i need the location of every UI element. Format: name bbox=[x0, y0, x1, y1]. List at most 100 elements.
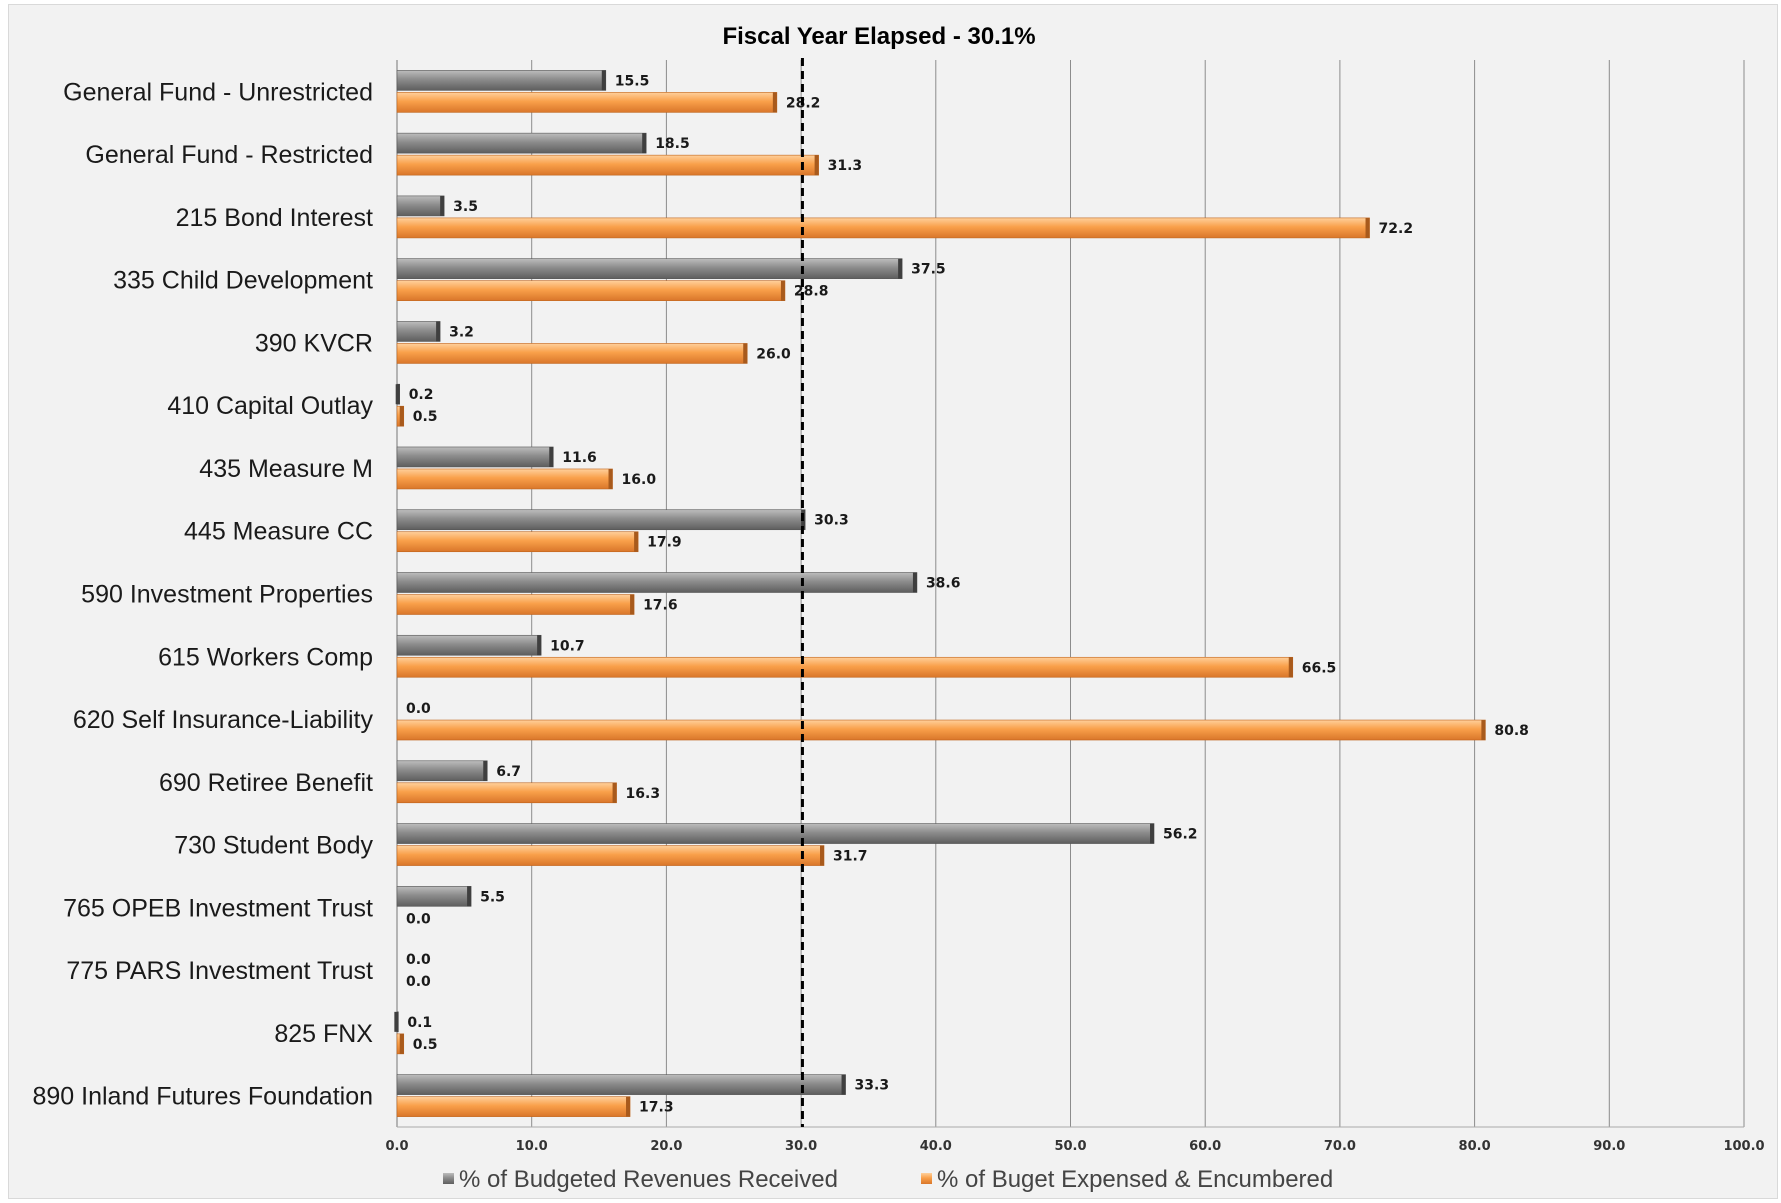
bar-cap-expensed bbox=[399, 406, 404, 427]
bar-revenues bbox=[396, 1074, 846, 1095]
category-label: 435 Measure M bbox=[199, 455, 373, 483]
data-label-revenues: 6.7 bbox=[496, 764, 521, 780]
bar-revenues bbox=[396, 70, 607, 91]
category-labels: General Fund - Unrestricted General Fund … bbox=[32, 78, 373, 1110]
bar-cap-revenues bbox=[440, 195, 445, 216]
data-label-revenues: 0.2 bbox=[409, 387, 434, 403]
bar-cap-revenues bbox=[483, 760, 488, 781]
data-label-expensed: 31.3 bbox=[828, 158, 863, 174]
bar-revenues bbox=[396, 195, 445, 217]
bar-cap-revenues bbox=[394, 1011, 399, 1032]
data-label-revenues: 15.5 bbox=[615, 73, 650, 89]
category-label: General Fund - Restricted bbox=[85, 141, 373, 169]
bar-cap-expensed bbox=[634, 531, 639, 552]
bar-expensed bbox=[396, 154, 819, 176]
bar-revenues bbox=[396, 634, 542, 656]
legend: % of Budgeted Revenues Received % of Bug… bbox=[443, 1166, 1333, 1193]
category-label: 590 Investment Properties bbox=[81, 581, 373, 609]
x-tick-label: 50.0 bbox=[1054, 1139, 1086, 1154]
chart-title: Fiscal Year Elapsed - 30.1% bbox=[722, 23, 1035, 50]
x-tick-label: 90.0 bbox=[1593, 1139, 1625, 1154]
bar-expensed bbox=[396, 719, 1486, 741]
category-label: 620 Self Insurance-Liability bbox=[73, 706, 374, 734]
data-label-revenues: 18.5 bbox=[655, 136, 690, 152]
bar-revenues bbox=[396, 886, 472, 907]
bar-expensed bbox=[396, 782, 617, 804]
x-tick-label: 70.0 bbox=[1324, 1139, 1356, 1154]
bar-revenues bbox=[396, 572, 918, 593]
category-label: 410 Capital Outlay bbox=[167, 392, 373, 420]
bar-cap-revenues bbox=[1150, 823, 1155, 844]
bar-expensed bbox=[396, 92, 778, 113]
data-label-expensed: 31.7 bbox=[833, 849, 868, 865]
bar-expensed bbox=[396, 594, 635, 615]
data-label-expensed: 16.3 bbox=[626, 786, 661, 802]
data-label-revenues: 30.3 bbox=[814, 513, 849, 529]
bar-expensed bbox=[396, 217, 1370, 239]
bar-cap-revenues bbox=[601, 70, 606, 91]
bar-cap-revenues bbox=[549, 446, 554, 467]
data-label-revenues: 0.1 bbox=[407, 1015, 432, 1031]
bar-expensed bbox=[396, 280, 786, 301]
bar-cap-expensed bbox=[630, 594, 635, 615]
data-label-expensed: 17.9 bbox=[647, 535, 682, 551]
data-label-expensed: 66.5 bbox=[1302, 660, 1337, 676]
bar-cap-expensed bbox=[780, 280, 785, 301]
bar-revenues bbox=[396, 321, 441, 342]
bar-revenues bbox=[396, 823, 1155, 844]
x-tick-label: 20.0 bbox=[650, 1139, 682, 1154]
x-axis-ticks: 0.0 10.0 20.0 30.0 40.0 50.0 60.0 70.0 80.0 90.0 1… bbox=[385, 1139, 1764, 1154]
bar-cap-revenues bbox=[912, 572, 917, 593]
data-label-expensed: 26.0 bbox=[756, 346, 791, 362]
x-tick-label: 60.0 bbox=[1189, 1139, 1221, 1154]
data-label-revenues: 37.5 bbox=[911, 262, 946, 278]
category-label: 445 Measure CC bbox=[184, 518, 373, 546]
category-label: General Fund - Unrestricted bbox=[63, 78, 373, 106]
x-tick-label: 30.0 bbox=[785, 1139, 817, 1154]
data-label-revenues: 38.6 bbox=[926, 576, 961, 592]
bar-cap-revenues bbox=[642, 133, 647, 154]
data-label-expensed: 28.8 bbox=[794, 284, 829, 300]
bar-cap-expensed bbox=[772, 92, 777, 113]
data-label-revenues: 5.5 bbox=[480, 889, 505, 905]
bar-expensed bbox=[396, 468, 613, 490]
category-label: 335 Child Development bbox=[113, 267, 373, 295]
bar-revenues bbox=[396, 760, 488, 782]
data-label-expensed: 0.5 bbox=[413, 1037, 438, 1053]
bars bbox=[394, 70, 1486, 1117]
category-label: 775 PARS Investment Trust bbox=[66, 957, 373, 985]
data-label-expensed: 16.0 bbox=[622, 472, 657, 488]
data-label-revenues: 10.7 bbox=[550, 638, 585, 654]
data-label-expensed: 80.8 bbox=[1494, 723, 1529, 739]
bar-cap-expensed bbox=[1365, 217, 1370, 238]
data-label-revenues: 33.3 bbox=[855, 1078, 890, 1094]
category-label: 765 OPEB Investment Trust bbox=[63, 894, 373, 922]
bar-cap-expensed bbox=[1288, 657, 1293, 678]
x-tick-label: 40.0 bbox=[920, 1139, 952, 1154]
bar-cap-revenues bbox=[537, 635, 542, 656]
bar-cap-revenues bbox=[898, 258, 903, 279]
category-label: 215 Bond Interest bbox=[176, 204, 373, 232]
data-label-revenues: 3.5 bbox=[453, 199, 478, 215]
bar-cap-expensed bbox=[1481, 720, 1486, 741]
legend-label-revenues: % of Budgeted Revenues Received bbox=[459, 1166, 838, 1193]
legend-swatch-revenues bbox=[443, 1173, 454, 1184]
data-label-revenues: 11.6 bbox=[562, 450, 597, 466]
data-label-expensed: 0.0 bbox=[406, 911, 431, 927]
x-tick-label: 80.0 bbox=[1459, 1139, 1491, 1154]
bar-revenues bbox=[396, 509, 806, 531]
category-label: 615 Workers Comp bbox=[158, 643, 373, 671]
bar-cap-expensed bbox=[612, 782, 617, 803]
bar-cap-expensed bbox=[814, 155, 819, 176]
data-label-expensed: 17.6 bbox=[643, 598, 678, 614]
bar-cap-expensed bbox=[626, 1096, 631, 1117]
bar-expensed bbox=[396, 1096, 631, 1117]
data-label-expensed: 0.0 bbox=[406, 974, 431, 990]
bar-cap-revenues bbox=[436, 321, 441, 342]
category-label: 390 KVCR bbox=[255, 329, 373, 357]
category-label: 730 Student Body bbox=[174, 832, 373, 860]
bar-cap-revenues bbox=[395, 384, 400, 405]
x-tick-label: 0.0 bbox=[385, 1139, 408, 1154]
data-label-revenues: 3.2 bbox=[449, 324, 474, 340]
